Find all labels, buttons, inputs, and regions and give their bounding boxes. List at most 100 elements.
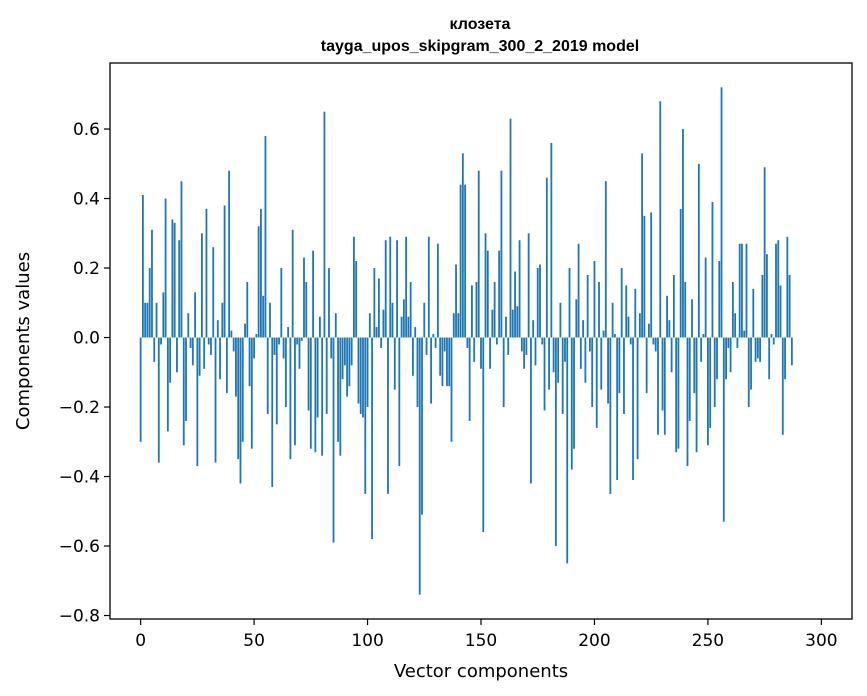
bar [160, 337, 162, 345]
bar [337, 337, 339, 442]
bar [194, 292, 196, 338]
bar [670, 337, 673, 373]
bar [191, 337, 194, 366]
bar [695, 337, 698, 453]
bar [523, 337, 526, 369]
bar [788, 274, 791, 338]
bar [666, 295, 668, 338]
bar [741, 243, 743, 338]
bar [357, 337, 360, 404]
bar [784, 337, 786, 380]
bar [566, 337, 569, 564]
bar [180, 181, 183, 338]
bar [697, 163, 700, 338]
x-tick-label: 0 [135, 631, 146, 651]
bar [200, 233, 203, 338]
bar [657, 337, 659, 435]
bar [391, 302, 394, 338]
bar [716, 337, 718, 380]
bar [139, 337, 142, 442]
bar [750, 337, 752, 390]
bar [611, 302, 614, 338]
bar [423, 302, 426, 338]
bar [434, 337, 437, 348]
y-tick-label: −0.6 [59, 537, 100, 557]
bar [761, 274, 764, 338]
bar [511, 309, 514, 338]
bar [221, 302, 224, 338]
bar [650, 212, 653, 338]
bar [275, 337, 278, 425]
bar [584, 337, 587, 383]
bar [416, 337, 419, 408]
bar [414, 327, 417, 338]
bar [720, 87, 723, 338]
bar [450, 337, 453, 442]
bar [341, 337, 344, 380]
bar [318, 316, 321, 338]
bar [393, 337, 396, 390]
bar [518, 240, 521, 338]
bar [754, 337, 757, 362]
bar [441, 337, 444, 387]
bar [475, 281, 478, 338]
bar [691, 299, 693, 338]
x-axis-ticks: 0 50 100 150 200 250 300 [135, 619, 838, 651]
bar [509, 118, 512, 338]
bar [382, 309, 385, 338]
bar [255, 334, 258, 338]
bar [659, 101, 662, 338]
bar [602, 330, 605, 338]
bar [171, 219, 174, 338]
bar [309, 337, 312, 449]
y-axis-label: Components values [13, 252, 34, 430]
bar [248, 337, 251, 387]
bar [269, 302, 271, 338]
bar [300, 337, 303, 341]
bar [164, 198, 167, 338]
bar [654, 337, 657, 352]
bar [375, 327, 378, 338]
bar [634, 288, 637, 338]
bar [162, 292, 165, 338]
bar [718, 261, 721, 338]
bar [176, 337, 178, 373]
bar [257, 226, 260, 338]
bar [173, 222, 176, 338]
bar [346, 337, 349, 397]
bar [493, 281, 496, 338]
bar [425, 337, 428, 355]
bar [568, 268, 571, 338]
y-tick-label: 0.6 [73, 120, 100, 140]
bar [704, 257, 707, 338]
bar [743, 330, 746, 338]
bar [271, 337, 274, 487]
bar [786, 236, 789, 338]
bar [461, 153, 464, 338]
bar [632, 337, 634, 480]
bar [246, 281, 249, 338]
bar [439, 337, 442, 376]
bar [250, 337, 253, 449]
bar [371, 337, 373, 540]
bar [284, 337, 287, 408]
bar [334, 313, 337, 338]
bar [321, 337, 324, 456]
bar [471, 285, 473, 338]
bar [298, 337, 301, 369]
bar [157, 337, 160, 463]
bar [763, 167, 766, 338]
bar [484, 233, 487, 338]
bar [253, 337, 255, 359]
bar [543, 337, 546, 411]
bar [725, 337, 727, 380]
bar [661, 337, 664, 411]
bar [230, 330, 233, 338]
bar [777, 240, 780, 338]
bars [139, 87, 793, 595]
bar [432, 334, 435, 338]
bar [455, 264, 457, 338]
bar [625, 285, 628, 338]
bar [593, 261, 596, 338]
